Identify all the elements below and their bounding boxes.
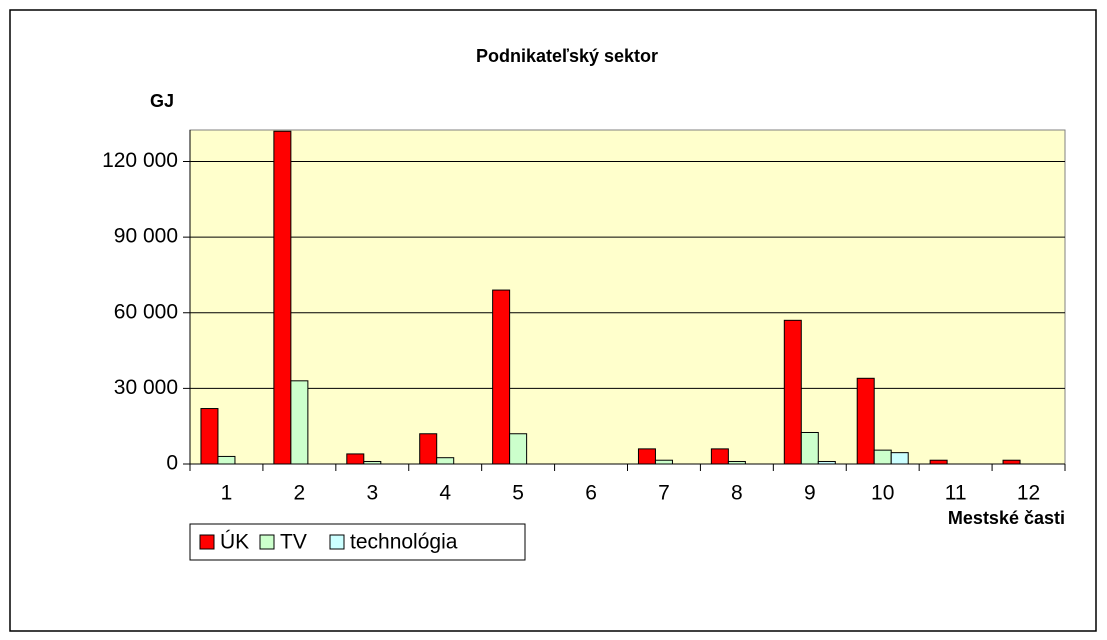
- x-tick-label: 1: [221, 482, 233, 505]
- legend-label: technológia: [350, 531, 458, 554]
- y-tick-label: 120 000: [102, 149, 178, 172]
- y-tick-label: 30 000: [114, 376, 178, 399]
- bar: [783, 319, 802, 464]
- x-tick-label: 9: [804, 482, 816, 505]
- x-tick-label: 10: [871, 482, 894, 505]
- bars: [200, 130, 1021, 464]
- x-axis-label: Mestské časti: [948, 508, 1065, 528]
- x-tick-label: 6: [585, 482, 597, 505]
- bar: [873, 449, 892, 464]
- x-tick-label: 7: [658, 482, 670, 505]
- x-tick-label: 11: [945, 482, 967, 505]
- bar: [492, 289, 511, 464]
- bar: [856, 377, 875, 464]
- bar: [273, 130, 292, 464]
- legend-box: [189, 523, 526, 561]
- y-axis-label: GJ: [150, 91, 174, 111]
- x-tick-label: 12: [1017, 482, 1040, 505]
- bar: [1002, 459, 1021, 464]
- y-tick-label: 60 000: [114, 300, 178, 323]
- bar: [419, 433, 438, 464]
- x-tick-label: 5: [512, 482, 524, 505]
- x-tick-label: 2: [294, 482, 306, 505]
- bar: [710, 448, 729, 464]
- bar: [800, 431, 819, 464]
- legend-swatch: [329, 534, 345, 550]
- y-tick-label: 90 000: [114, 225, 178, 248]
- bar: [654, 459, 673, 464]
- legend-label: TV: [280, 531, 307, 554]
- bar: [346, 453, 365, 464]
- plot-area: [189, 129, 1066, 465]
- bar: [817, 460, 836, 464]
- bar: [509, 433, 528, 464]
- bar: [200, 408, 219, 464]
- bar: [637, 448, 656, 464]
- x-tick-label: 8: [731, 482, 743, 505]
- bar: [217, 455, 236, 464]
- y-tick-label: 0: [166, 452, 178, 475]
- bar: [436, 457, 455, 464]
- x-tick-label: 4: [439, 482, 451, 505]
- bar: [290, 380, 309, 464]
- legend-swatch: [199, 534, 215, 550]
- x-tick-label: 3: [366, 482, 378, 505]
- chart-title: Podnikateľský sektor: [476, 46, 658, 66]
- bar: [890, 452, 909, 464]
- bar: [363, 460, 382, 464]
- legend-label: ÚK: [220, 531, 249, 554]
- bar: [727, 460, 746, 464]
- bar: [929, 459, 948, 464]
- legend-swatch: [259, 534, 275, 550]
